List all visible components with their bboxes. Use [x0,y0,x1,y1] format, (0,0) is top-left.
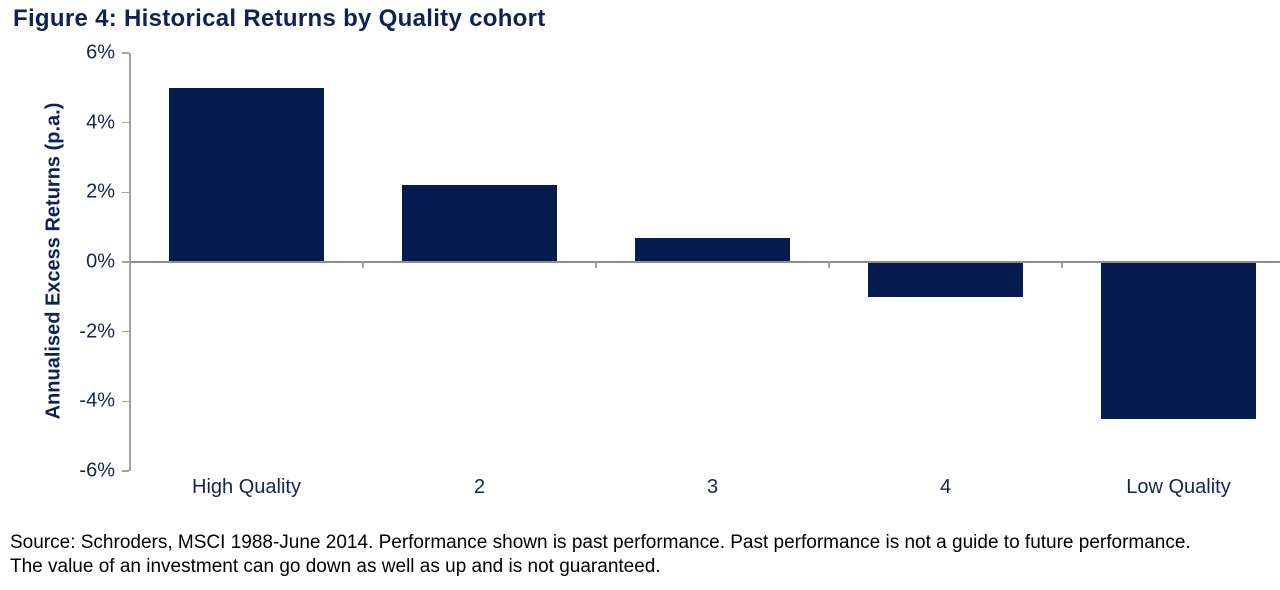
y-axis-tick [122,121,129,124]
bar-2 [402,185,557,262]
y-axis-tick [122,261,129,263]
bar-4 [868,262,1023,297]
source-note-line-1: Source: Schroders, MSCI 1988-June 2014. … [10,532,1191,553]
y-axis-tick [122,470,129,472]
y-axis-tick [122,330,129,333]
chart-title: Figure 4: Historical Returns by Quality … [13,5,546,32]
category-label: 2 [473,476,486,498]
y-axis-tick [122,52,129,54]
source-note: Source: Schroders, MSCI 1988-June 2014. … [10,531,1191,579]
x-axis-tick [362,262,364,268]
y-axis-line [129,53,131,471]
y-tick-label: 6% [86,41,115,64]
y-axis-tick [122,191,129,194]
bar-low-quality [1101,262,1256,419]
category-label: Low Quality [1126,476,1231,498]
zero-baseline [130,261,1280,263]
category-label: 4 [939,476,952,498]
x-axis-tick [1061,262,1063,268]
plot-area: 6% 4% 2% 0% -2% -4% -6% High Quality 2 3 4 Low Qual… [79,42,1280,498]
x-axis-tick [595,262,597,268]
bar-3 [635,237,790,262]
y-axis-tick [122,400,129,403]
source-note-line-2: The value of an investment can go down a… [10,556,661,577]
y-tick-label: -4% [79,389,115,412]
x-axis-tick [828,262,830,268]
category-label: 3 [706,476,719,498]
bar-high-quality [169,87,324,262]
y-tick-label: -6% [79,459,115,482]
y-tick-label: -2% [79,320,115,343]
category-label: High Quality [192,476,301,498]
y-tick-label: 2% [86,180,115,203]
y-tick-label: 0% [86,250,115,273]
y-tick-label: 4% [86,111,115,134]
